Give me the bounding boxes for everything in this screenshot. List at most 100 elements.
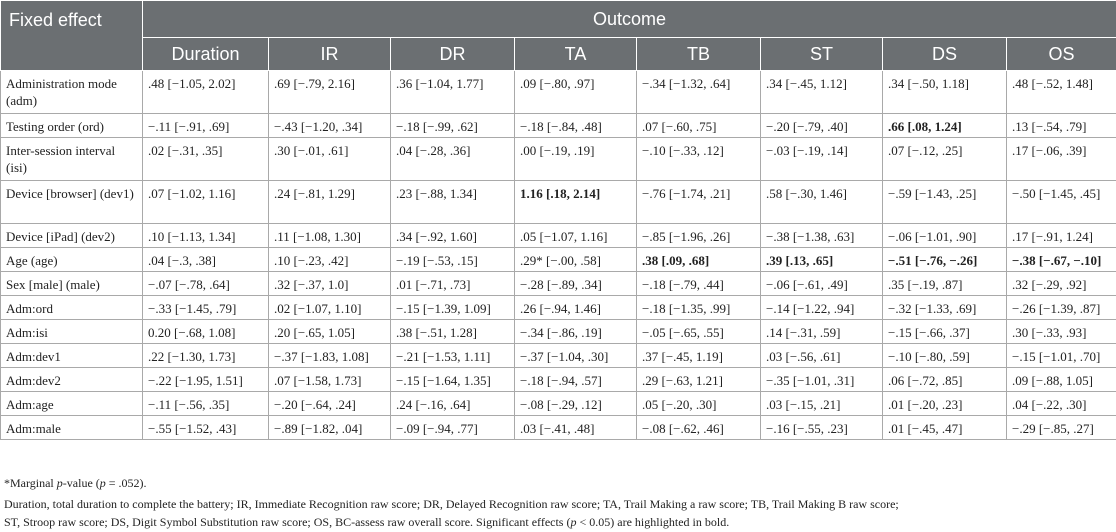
table-cell: −.18 [−.99, .62] [390, 113, 515, 138]
table-cell: .03 [−.41, .48] [514, 415, 637, 440]
table-cell: −.34 [−1.32, .64] [636, 70, 761, 114]
table-cell: .09 [−.88, 1.05] [1005, 367, 1116, 392]
table-cell: 0.20 [−.68, 1.08] [142, 319, 269, 344]
table-cell: −.89 [−1.82, .04] [268, 415, 391, 440]
table-cell: −.18 [−1.35, .99] [636, 295, 761, 320]
table-cell: .58 [−.30, 1.46] [760, 180, 883, 224]
table-cell: −.59 [−1.43, .25] [882, 180, 1007, 224]
table-cell: .13 [−.54, .79] [1005, 113, 1116, 138]
table-cell: .09 [−.80, .97] [514, 70, 637, 114]
table-cell: −.14 [−1.22, .94] [760, 295, 883, 320]
table-cell: −.15 [−1.39, 1.09] [390, 295, 515, 320]
table-cell: .32 [−.37, 1.0] [268, 271, 391, 296]
table-row: Device [iPad] (dev2) .10 [−1.13, 1.34] .11… [0, 223, 1116, 248]
table-cell: .04 [−.28, .36] [390, 137, 515, 181]
table-cell: −.18 [−.79, .44] [636, 271, 761, 296]
row-label: Administration mode (adm) [0, 70, 143, 114]
table-cell: −.18 [−.94, .57] [514, 367, 637, 392]
table-cell: −.50 [−1.45, .45] [1005, 180, 1116, 224]
table-cell: −.38 [−1.38, .63] [760, 223, 883, 248]
column-header-ta: TA [514, 37, 637, 71]
row-label: Adm:ord [0, 295, 143, 320]
table-cell: −.55 [−1.52, .43] [142, 415, 269, 440]
table-cell: −.76 [−1.74, .21] [636, 180, 761, 224]
table-cell: −.09 [−.94, .77] [390, 415, 515, 440]
row-label: Device [browser] (dev1) [0, 180, 143, 224]
table-cell: .35 [−.19, .87] [882, 271, 1007, 296]
table-cell: −.06 [−1.01, .90] [882, 223, 1007, 248]
table-cell: −.29 [−.85, .27] [1005, 415, 1116, 440]
table-cell: .07 [−1.58, 1.73] [268, 367, 391, 392]
table-row: Adm:male −.55 [−1.52, .43] −.89 [−1.82, .0… [0, 415, 1116, 440]
footnote-line2-part-b: < 0.05) are highlighted in bold. [576, 515, 730, 529]
table-row: Sex [male] (male) −.07 [−.78, .64] .32 [−.… [0, 271, 1116, 296]
table-cell: −.51 [−.76, −.26] [882, 247, 1007, 272]
footnote-abbreviations-line1: Duration, total duration to complete the… [4, 497, 899, 511]
table-cell: .17 [−.91, 1.24] [1005, 223, 1116, 248]
row-label: Adm:dev2 [0, 367, 143, 392]
table-cell: .34 [−.45, 1.12] [760, 70, 883, 114]
column-header-tb: TB [636, 37, 761, 71]
table-cell: −.06 [−.61, .49] [760, 271, 883, 296]
table-row: Administration mode (adm) .48 [−1.05, 2.0… [0, 70, 1116, 114]
row-label: Adm:dev1 [0, 343, 143, 368]
table-cell: −.20 [−.79, .40] [760, 113, 883, 138]
table-cell: .23 [−.88, 1.34] [390, 180, 515, 224]
table-cell: .39 [.13, .65] [760, 247, 883, 272]
footnote-line2-part-a: ST, Stroop raw score; DS, Digit Symbol S… [4, 515, 571, 529]
column-header-dr: DR [390, 37, 515, 71]
table-cell: −.21 [−1.53, 1.11] [390, 343, 515, 368]
table-cell: .30 [−.01, .61] [268, 137, 391, 181]
row-label: Inter-session interval (isi) [0, 137, 143, 181]
table-cell: .37 [−.45, 1.19] [636, 343, 761, 368]
table-cell: .04 [−.22, .30] [1005, 391, 1116, 416]
table-cell: −.15 [−1.01, .70] [1005, 343, 1116, 368]
table-cell: .05 [−1.07, 1.16] [514, 223, 637, 248]
table-cell: .06 [−.72, .85] [882, 367, 1007, 392]
table-cell: .01 [−.71, .73] [390, 271, 515, 296]
table-cell: −.85 [−1.96, .26] [636, 223, 761, 248]
table-row: Adm:dev1.22 [−1.30, 1.73] −.37 [−1.83, 1.… [0, 343, 1116, 368]
table-cell: .03 [−.56, .61] [760, 343, 883, 368]
table-cell: .01 [−.45, .47] [882, 415, 1007, 440]
footnote-abbreviations: Duration, total duration to complete the… [4, 495, 1112, 531]
footnote-marginal: *Marginal p-value (p = .052). [4, 474, 1112, 492]
table-cell: .22 [−1.30, 1.73] [142, 343, 269, 368]
table-cell: .03 [−.15, .21] [760, 391, 883, 416]
table-row: Age (age) .04 [−.3, .38] .10 [−.23, .42] −.… [0, 247, 1116, 272]
row-label: Adm:isi [0, 319, 143, 344]
table-row: Adm:ord −.33 [−1.45, .79] .02 [−1.07, 1.10… [0, 295, 1116, 320]
table-cell: .10 [−.23, .42] [268, 247, 391, 272]
fixed-effect-header: Fixed effect [0, 0, 143, 71]
table-cell: .38 [−.51, 1.28] [390, 319, 515, 344]
table-cell: −.35 [−1.01, .31] [760, 367, 883, 392]
table-cell: −.38 [−.67, −.10] [1005, 247, 1116, 272]
table-cell: .07 [−.60, .75] [636, 113, 761, 138]
table-cell: −.28 [−.89, .34] [514, 271, 637, 296]
table-cell: −.20 [−.64, .24] [268, 391, 391, 416]
table-cell: .66 [.08, 1.24] [882, 113, 1007, 138]
table-cell: .11 [−1.08, 1.30] [268, 223, 391, 248]
table-cell: −.15 [−1.64, 1.35] [390, 367, 515, 392]
table-cell: .38 [.09, .68] [636, 247, 761, 272]
table-header: Fixed effect Outcome Duration IR DR TA T… [0, 0, 1116, 71]
column-header-os: OS [1005, 37, 1116, 71]
table-cell: .29* [−.00, .58] [514, 247, 637, 272]
table-cell: −.37 [−1.04, .30] [514, 343, 637, 368]
row-label: Testing order (ord) [0, 113, 143, 138]
table-cell: .30 [−.33, .93] [1005, 319, 1116, 344]
table-cell: −.15 [−.66, .37] [882, 319, 1007, 344]
table-cell: −.10 [−.33, .12] [636, 137, 761, 181]
table-cell: .69 [−.79, 2.16] [268, 70, 391, 114]
table-row: Testing order (ord) −.11 [−.91, .69] −.43 … [0, 113, 1116, 138]
table-cell: −.26 [−1.39, .87] [1005, 295, 1116, 320]
table-cell: .17 [−.06, .39] [1005, 137, 1116, 181]
footnote-p-symbol: p [56, 476, 63, 490]
table-cell: .26 [−.94, 1.46] [514, 295, 637, 320]
column-header-duration: Duration [142, 37, 269, 71]
table-cell: .07 [−1.02, 1.16] [142, 180, 269, 224]
table-cell: .36 [−1.04, 1.77] [390, 70, 515, 114]
footnote-p-symbol: p [570, 515, 577, 529]
column-header-st: ST [760, 37, 883, 71]
row-label: Device [iPad] (dev2) [0, 223, 143, 248]
